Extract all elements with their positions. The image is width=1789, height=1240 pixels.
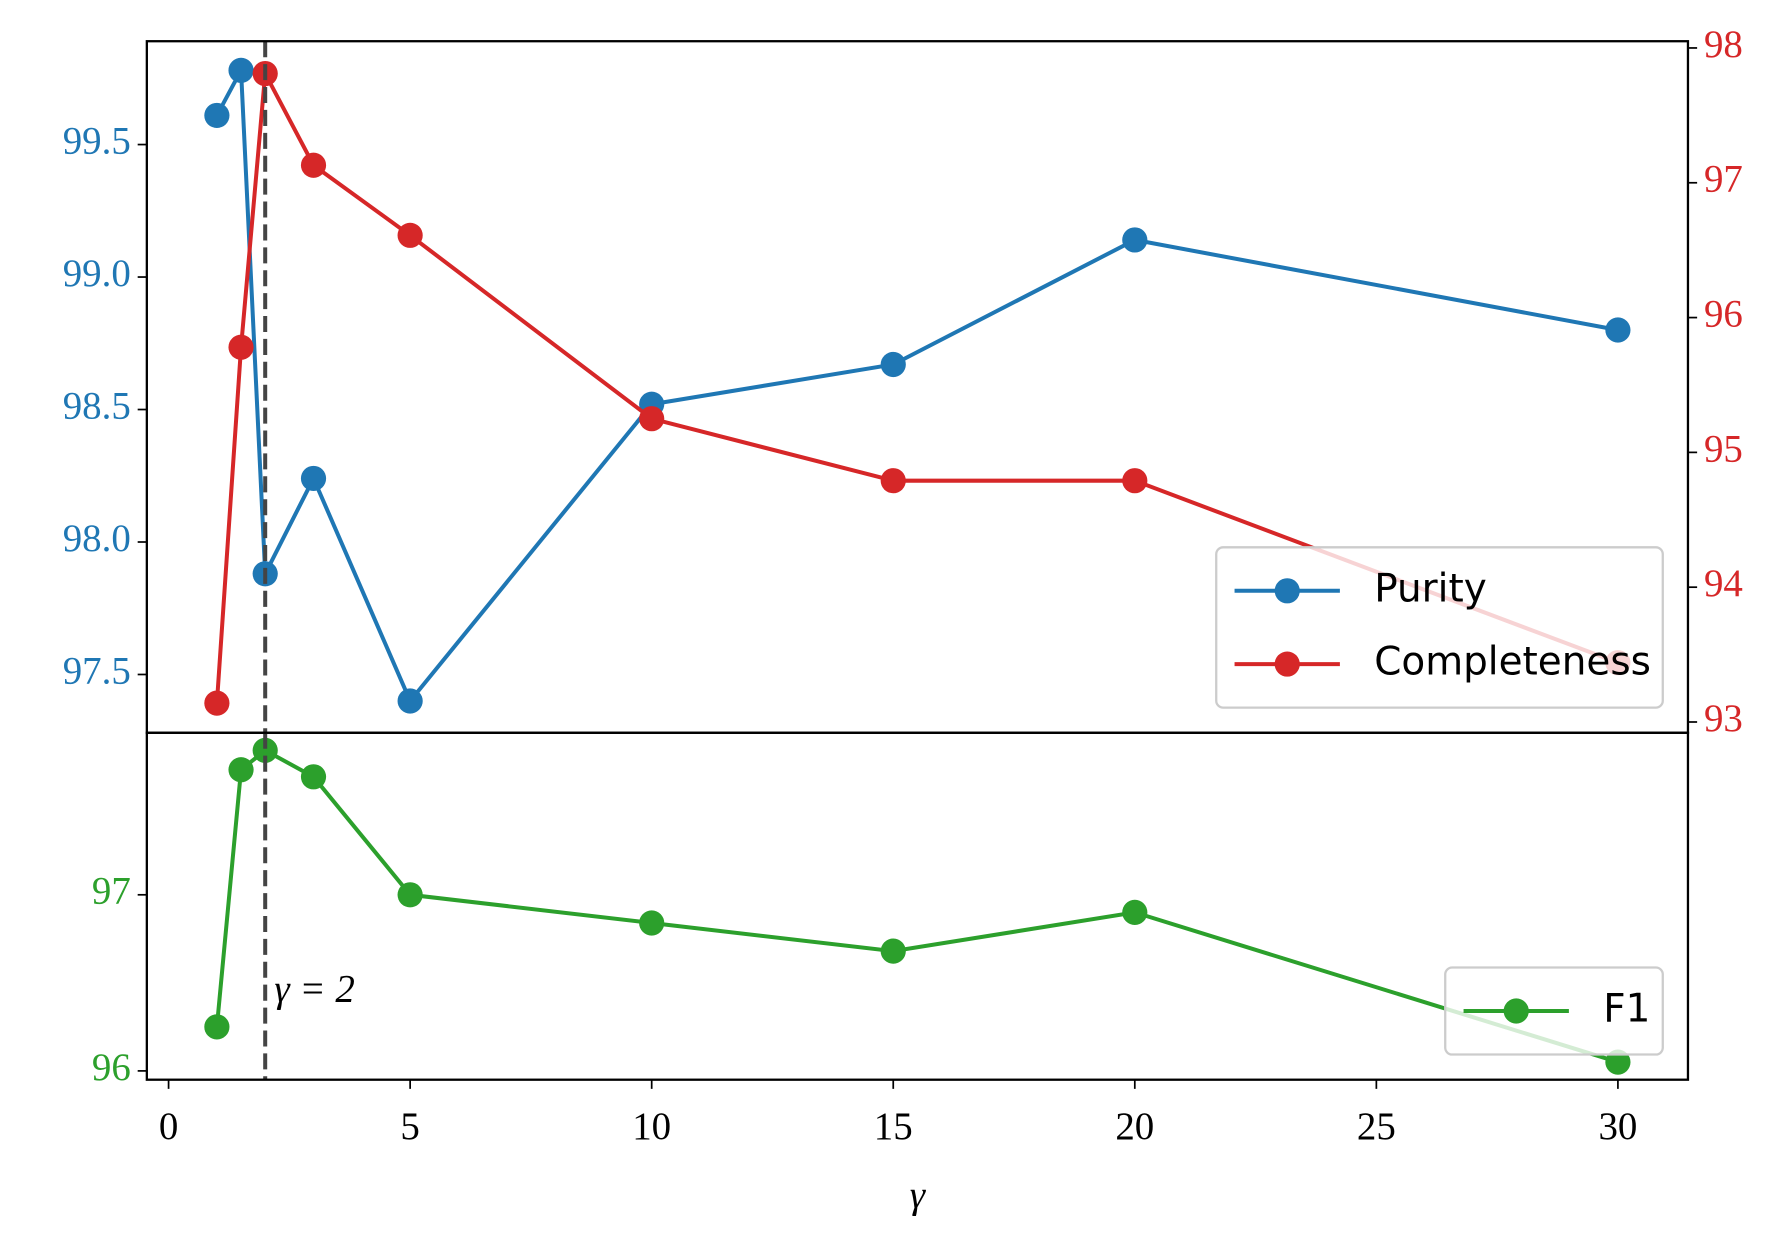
annotation: γ = 2 bbox=[274, 968, 355, 1011]
marker bbox=[1605, 317, 1631, 343]
marker bbox=[228, 334, 254, 360]
marker bbox=[252, 737, 278, 763]
y-tick-label: 99.0 bbox=[63, 252, 131, 295]
marker bbox=[397, 222, 423, 248]
marker bbox=[880, 468, 906, 494]
y-tick-label: 97 bbox=[92, 870, 131, 913]
marker bbox=[300, 465, 327, 492]
marker bbox=[1605, 1049, 1631, 1075]
marker bbox=[1122, 227, 1148, 253]
marker bbox=[300, 764, 327, 790]
x-tick-label: 30 bbox=[1598, 1105, 1637, 1148]
marker bbox=[300, 152, 327, 178]
legend-marker bbox=[1503, 998, 1529, 1024]
marker bbox=[397, 688, 423, 714]
y2-tick-label: 98 bbox=[1704, 23, 1743, 66]
x-tick-label: 25 bbox=[1357, 1105, 1396, 1148]
x-tick-label: 5 bbox=[400, 1105, 419, 1148]
y2-tick-label: 97 bbox=[1704, 158, 1743, 201]
marker bbox=[228, 57, 254, 83]
marker bbox=[397, 882, 423, 908]
y2-tick-label: 95 bbox=[1704, 427, 1743, 470]
x-tick-label: 20 bbox=[1115, 1105, 1154, 1148]
legend-label: F1 bbox=[1603, 987, 1650, 1032]
marker bbox=[204, 690, 230, 716]
y2-tick-label: 93 bbox=[1704, 697, 1743, 740]
y2-tick-label: 94 bbox=[1704, 562, 1743, 605]
legend-box bbox=[1215, 546, 1664, 709]
legend-label: Purity bbox=[1374, 566, 1487, 611]
legend-marker bbox=[1274, 651, 1300, 677]
y2-tick-label: 96 bbox=[1704, 293, 1743, 336]
y-tick-label: 98.5 bbox=[63, 384, 131, 427]
marker bbox=[880, 351, 906, 378]
marker bbox=[880, 938, 906, 964]
x-tick-label: 0 bbox=[159, 1105, 178, 1148]
marker bbox=[1122, 899, 1148, 926]
y-tick-label: 98.0 bbox=[63, 517, 131, 560]
marker bbox=[204, 102, 230, 129]
y-tick-label: 99.5 bbox=[63, 119, 131, 162]
x-tick-label: 15 bbox=[874, 1105, 913, 1148]
x-tick-label: 10 bbox=[632, 1105, 671, 1148]
legend-label: Completeness bbox=[1374, 640, 1651, 685]
marker bbox=[639, 910, 665, 936]
x-axis-label: γ bbox=[910, 1174, 927, 1217]
y-tick-label: 96 bbox=[92, 1046, 131, 1089]
marker bbox=[204, 1014, 230, 1040]
marker bbox=[228, 757, 254, 783]
y-tick-label: 97.5 bbox=[63, 649, 131, 692]
marker bbox=[639, 406, 665, 432]
marker bbox=[1122, 468, 1148, 494]
plot-frame bbox=[145, 731, 1690, 1081]
legend-marker bbox=[1274, 578, 1300, 604]
